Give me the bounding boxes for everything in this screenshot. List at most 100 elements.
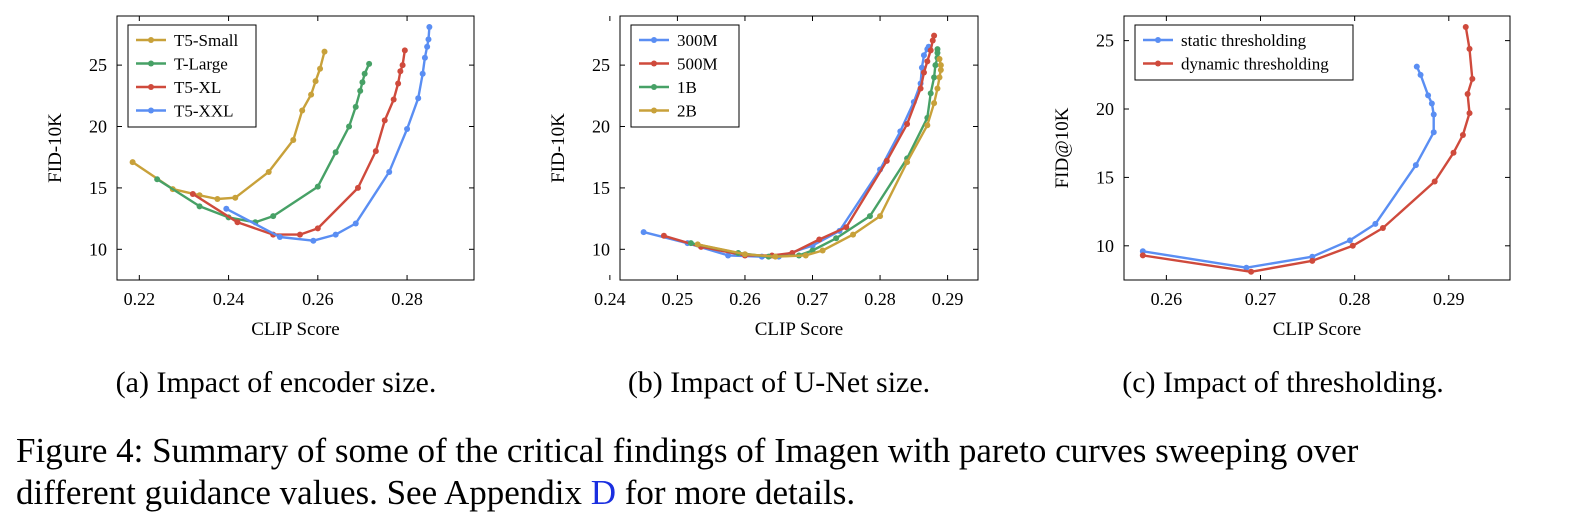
figure-caption-text: different guidance values. See Appendix (16, 473, 591, 512)
data-point-dynamic-thresholding (1309, 257, 1316, 264)
data-point-t-large (352, 103, 359, 110)
y-tick-label: 15 (89, 178, 107, 198)
data-point-static-thresholding (1372, 220, 1379, 227)
data-point-t5-xl (314, 225, 321, 232)
data-point-500m (924, 58, 931, 65)
legend-label: 2B (677, 102, 697, 121)
data-point-t-large (366, 60, 373, 67)
data-point-t5-xl (354, 184, 361, 191)
y-axis-label: FID-10K (548, 113, 569, 183)
data-point-static-thresholding (1412, 162, 1419, 169)
plot-frame (116, 15, 475, 281)
data-point-dynamic-thresholding (1464, 90, 1471, 97)
legend: static thresholding dynamic thresholding (1134, 24, 1354, 81)
legend-swatch-marker (651, 84, 657, 90)
data-point-t-large (332, 149, 339, 156)
data-point-t5-xxl (419, 70, 426, 77)
data-point-t5-xxl (332, 231, 339, 238)
data-point-1b (934, 46, 941, 53)
data-point-1b (932, 62, 939, 69)
data-point-1b (927, 90, 934, 97)
x-tick-label: 0.29 (932, 289, 964, 309)
x-axis-label: CLIP Score (755, 319, 843, 340)
y-axis-label: FID@10K (1052, 107, 1073, 188)
data-point-t5-xxl (425, 36, 432, 43)
legend-label: T-Large (174, 55, 228, 74)
data-point-t5-xl (372, 148, 379, 155)
data-point-static-thresholding (1413, 63, 1420, 70)
data-point-500m (927, 47, 934, 54)
data-point-t-large (196, 203, 203, 210)
data-point-t5-small (290, 137, 297, 144)
y-tick-label: 20 (592, 117, 610, 137)
data-point-t-large (314, 183, 321, 190)
data-point-2b (802, 252, 809, 259)
chart-unet-size: 0.24 0.25 0.26 0.27 0.28 0.29 10 15 20 25 CLIP Sco… (548, 15, 979, 399)
y-tick-label: 15 (1096, 167, 1114, 187)
data-point-dynamic-thresholding (1431, 178, 1438, 185)
data-point-t5-small (265, 168, 272, 175)
data-point-dynamic-thresholding (1139, 252, 1146, 259)
legend-swatch-marker (651, 37, 657, 43)
data-point-2b (936, 55, 943, 62)
data-point-static-thresholding (1430, 129, 1437, 136)
data-point-t5-xl (234, 219, 241, 226)
data-point-1b (931, 74, 938, 81)
legend-swatch-marker (1155, 37, 1161, 43)
legend-label: static thresholding (1181, 31, 1307, 50)
data-point-500m (931, 32, 938, 39)
data-point-t5-xl (189, 191, 196, 198)
data-point-t5-xxl (276, 234, 283, 241)
data-point-300m (918, 64, 925, 71)
legend-swatch-marker (148, 107, 154, 114)
data-point-static-thresholding (1425, 92, 1432, 99)
data-point-t5-xxl (426, 24, 433, 31)
data-point-2b (850, 231, 857, 238)
chart-thresholding: 0.26 0.27 0.28 0.29 10 15 20 25 CLIP Score FID@10… (1052, 15, 1511, 399)
appendix-link[interactable]: D (590, 473, 617, 512)
data-point-1b (866, 213, 873, 220)
data-point-2b (931, 100, 938, 107)
data-point-2b (934, 85, 941, 92)
legend-label: T5-XXL (174, 102, 233, 121)
data-point-2b (936, 74, 943, 81)
data-point-t5-xxl (223, 205, 230, 212)
x-tick-label: 0.27 (1245, 289, 1277, 309)
data-point-dynamic-thresholding (1459, 132, 1466, 139)
legend-label: 500M (677, 55, 718, 74)
data-point-static-thresholding (1428, 100, 1435, 107)
data-point-t5-xxl (386, 168, 393, 175)
data-point-t5-xxl (310, 237, 317, 244)
data-point-t5-small (308, 91, 315, 98)
legend-swatch-marker (651, 60, 657, 67)
data-point-500m (920, 69, 927, 76)
data-point-dynamic-thresholding (1462, 23, 1469, 30)
plot-frame (619, 15, 979, 281)
data-point-t5-xl (395, 80, 402, 87)
data-point-t-large (361, 70, 368, 77)
data-point-2b (772, 253, 779, 260)
data-point-2b (937, 67, 944, 74)
data-point-500m (929, 37, 936, 44)
data-point-t-large (154, 176, 161, 183)
legend: T5-Small T-Large T5-XL T5-XXL (127, 24, 257, 128)
legend-label: T5-XL (174, 78, 221, 97)
data-point-t5-xxl (415, 95, 422, 102)
data-point-t5-xl (390, 96, 397, 103)
data-point-500m (816, 236, 823, 243)
data-point-t5-xl (399, 62, 406, 69)
data-point-dynamic-thresholding (1450, 149, 1457, 156)
data-point-dynamic-thresholding (1466, 110, 1473, 117)
x-tick-label: 0.28 (1339, 289, 1371, 309)
y-tick-label: 25 (1096, 31, 1114, 51)
data-point-t5-xxl (352, 220, 359, 227)
legend-label: 300M (677, 31, 718, 50)
legend-label: 1B (677, 78, 697, 97)
data-point-static-thresholding (1243, 264, 1250, 271)
data-point-dynamic-thresholding (1379, 225, 1386, 232)
data-point-2b (741, 251, 748, 258)
legend-label: dynamic thresholding (1181, 55, 1329, 74)
x-tick-label: 0.22 (124, 289, 156, 309)
x-tick-label: 0.26 (302, 289, 334, 309)
data-point-dynamic-thresholding (1248, 268, 1255, 275)
